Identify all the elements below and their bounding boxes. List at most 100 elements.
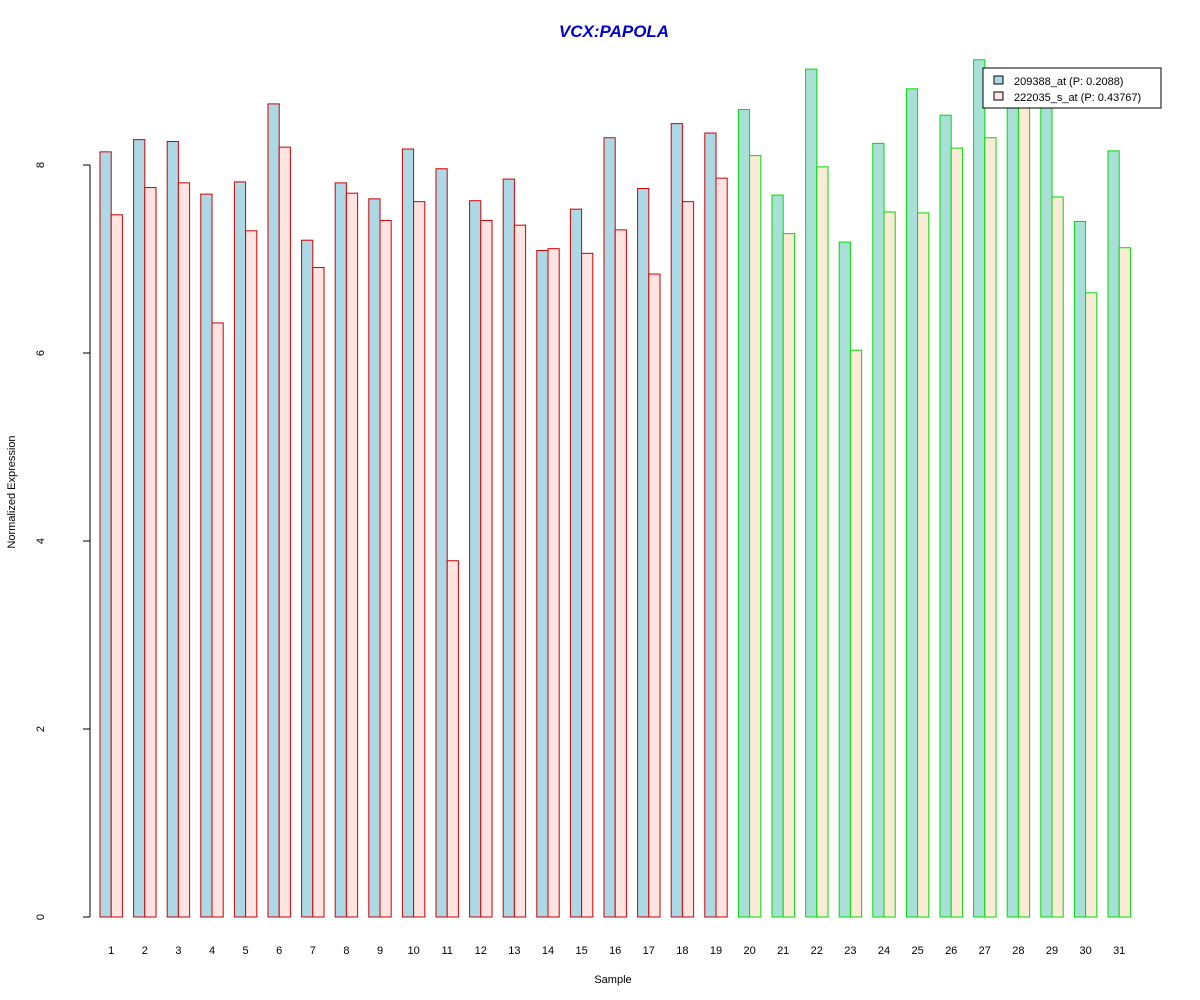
y-axis: 0 2 4 6 8 <box>35 162 91 920</box>
bar-209388-at-sample-5 <box>233 181 247 918</box>
x-tick-label: 27 <box>979 945 991 957</box>
bar-209388-at-sample-18 <box>670 123 683 918</box>
bar-222035-s-at-sample-24 <box>883 211 896 918</box>
x-tick-label: 11 <box>441 945 452 957</box>
bar-222035-s-at-sample-31 <box>1118 247 1131 918</box>
bar-209388-at-sample-4 <box>200 193 213 918</box>
bar-222035-s-at-sample-8 <box>345 192 359 918</box>
x-tick-label: 19 <box>710 945 722 957</box>
bar-209388-at-sample-16 <box>603 137 616 918</box>
legend: 209388_at (P: 0.2088) 222035_s_at (P: 0.… <box>982 67 1162 109</box>
bar-209388-at-sample-25 <box>905 88 919 918</box>
bar-222035-s-at-sample-15 <box>581 252 594 918</box>
y-tick-label: 8 <box>35 162 47 168</box>
x-tick-label: 6 <box>276 945 282 957</box>
x-tick-label: 4 <box>209 945 215 957</box>
bar-222035-s-at-sample-12 <box>480 219 493 918</box>
bar-209388-at-sample-14 <box>536 250 549 918</box>
bar-222035-s-at-sample-22 <box>816 166 829 918</box>
bar-209388-at-sample-26 <box>939 114 952 918</box>
bar-209388-at-sample-27 <box>973 59 986 918</box>
bar-209388-at-sample-21 <box>771 194 784 918</box>
bars-layer <box>99 59 1131 918</box>
bar-222035-s-at-sample-1 <box>110 214 123 918</box>
bar-222035-s-at-sample-7 <box>312 266 325 918</box>
legend-box <box>982 67 1162 109</box>
x-tick-label: 14 <box>542 945 554 957</box>
bar-222035-s-at-sample-17 <box>648 273 661 918</box>
x-tick-label: 20 <box>743 945 755 957</box>
x-tick-label: 15 <box>575 945 587 957</box>
bar-222035-s-at-sample-5 <box>245 230 258 918</box>
bar-222035-s-at-sample-10 <box>413 201 426 918</box>
x-tick-label: 31 <box>1113 945 1125 957</box>
bar-222035-s-at-sample-23 <box>849 349 863 918</box>
x-tick-label: 9 <box>377 945 383 957</box>
legend-label-series-b: 222035_s_at (P: 0.43767) <box>1014 92 1141 104</box>
x-tick-label: 10 <box>407 945 419 957</box>
x-tick-label: 24 <box>878 945 890 957</box>
x-tick-label: 22 <box>811 945 823 957</box>
bar-209388-at-sample-2 <box>133 139 146 918</box>
bar-222035-s-at-sample-18 <box>681 201 695 918</box>
bar-209388-at-sample-6 <box>267 103 280 918</box>
x-tick-label: 1 <box>108 945 114 957</box>
x-tick-label: 29 <box>1046 945 1058 957</box>
x-tick-label: 7 <box>310 945 316 957</box>
x-axis: 1 2 3 4 5 6 7 8 9 10 11 12 13 14 15 16 17 18 19 20 21 22 23 24 2… <box>108 945 1125 957</box>
x-tick-label: 16 <box>609 945 621 957</box>
bar-209388-at-sample-24 <box>872 142 885 918</box>
bar-222035-s-at-sample-6 <box>278 146 291 918</box>
bar-222035-s-at-sample-30 <box>1085 292 1098 918</box>
bar-209388-at-sample-28 <box>1006 106 1019 918</box>
bar-209388-at-sample-22 <box>805 68 818 918</box>
x-tick-label: 5 <box>243 945 249 957</box>
bar-209388-at-sample-1 <box>99 151 112 918</box>
x-tick-label: 26 <box>945 945 957 957</box>
bar-222035-s-at-sample-19 <box>715 177 728 918</box>
bar-209388-at-sample-11 <box>435 168 448 918</box>
bar-222035-s-at-sample-11 <box>446 560 459 918</box>
x-tick-label: 8 <box>343 945 349 957</box>
x-tick-label: 17 <box>643 945 655 957</box>
bar-209388-at-sample-31 <box>1107 150 1120 918</box>
bar-222035-s-at-sample-14 <box>547 248 560 918</box>
bar-222035-s-at-sample-26 <box>950 147 963 918</box>
bar-209388-at-sample-10 <box>401 148 415 918</box>
x-tick-label: 18 <box>676 945 688 957</box>
bar-222035-s-at-sample-4 <box>211 322 224 918</box>
y-tick-label: 2 <box>35 726 47 732</box>
legend-label-series-a: 209388_at (P: 0.2088) <box>1014 76 1123 88</box>
y-tick-label: 0 <box>35 914 47 920</box>
x-tick-label: 23 <box>844 945 856 957</box>
bar-209388-at-sample-13 <box>502 178 515 918</box>
bar-222035-s-at-sample-13 <box>513 224 527 918</box>
y-tick-label: 6 <box>35 350 47 356</box>
bar-209388-at-sample-30 <box>1073 220 1087 918</box>
bar-209388-at-sample-15 <box>569 208 583 918</box>
bar-209388-at-sample-12 <box>469 200 482 918</box>
x-axis-label: Sample <box>594 974 631 986</box>
legend-swatch-series-b <box>993 91 1004 101</box>
bar-209388-at-sample-17 <box>637 188 650 918</box>
bar-222035-s-at-sample-20 <box>749 155 762 918</box>
bar-209388-at-sample-3 <box>166 141 179 918</box>
bar-222035-s-at-sample-3 <box>177 182 191 918</box>
bar-209388-at-sample-23 <box>838 241 851 918</box>
bar-222035-s-at-sample-2 <box>144 187 157 918</box>
legend-swatch-series-a <box>993 75 1004 85</box>
x-tick-label: 25 <box>911 945 923 957</box>
bar-222035-s-at-sample-25 <box>917 212 930 918</box>
y-axis-label: Normalized Expression <box>6 435 18 548</box>
bar-222035-s-at-sample-21 <box>782 233 795 918</box>
x-tick-label: 13 <box>508 945 520 957</box>
x-tick-label: 2 <box>142 945 148 957</box>
bar-209388-at-sample-8 <box>334 182 347 918</box>
bar-209388-at-sample-29 <box>1040 106 1053 918</box>
x-tick-label: 3 <box>175 945 181 957</box>
bar-209388-at-sample-20 <box>737 109 751 918</box>
bar-209388-at-sample-9 <box>368 198 381 918</box>
bar-222035-s-at-sample-28 <box>1017 106 1031 918</box>
bar-222035-s-at-sample-9 <box>379 219 392 918</box>
